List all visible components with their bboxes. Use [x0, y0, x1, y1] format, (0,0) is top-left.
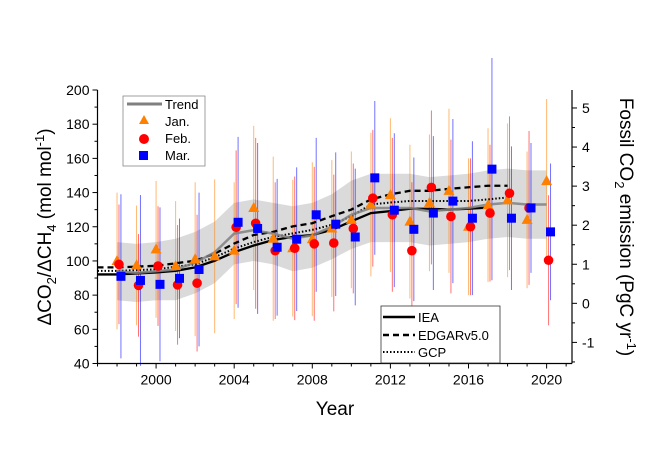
point-jan — [384, 189, 396, 200]
point-jan — [131, 259, 143, 270]
point-jan — [248, 201, 260, 212]
point-mar — [526, 203, 536, 213]
x-tick-label: 2020 — [531, 372, 562, 388]
point-jan — [404, 215, 416, 226]
point-feb — [289, 243, 300, 254]
point-jan — [443, 184, 455, 195]
y2-axis-label: Fossil CO2 emission (PgC yr-1) — [612, 98, 639, 356]
points-layer — [111, 164, 556, 291]
point-feb — [328, 238, 339, 248]
point-mar — [194, 264, 204, 274]
point-feb — [192, 278, 202, 288]
point-jan — [365, 198, 377, 209]
point-jan — [345, 213, 357, 224]
point-feb — [153, 261, 163, 271]
point-jan — [521, 213, 533, 224]
legend-edgar-label: EDGARv5.0 — [418, 328, 489, 343]
legend-mar-label: Mar. — [165, 148, 190, 163]
legend-bottom: IEA EDGARv5.0 GCP — [380, 305, 501, 364]
legend-feb-marker — [139, 134, 149, 144]
point-mar — [448, 196, 458, 206]
y2-tick-label: 5 — [582, 100, 590, 116]
point-jan — [170, 260, 182, 271]
point-feb — [114, 259, 124, 270]
y-tick-label: 200 — [66, 82, 90, 98]
point-mar — [311, 210, 321, 220]
point-feb — [504, 188, 515, 199]
legend-jan-label: Jan. — [165, 114, 190, 129]
point-feb — [407, 245, 417, 256]
x-tick-label: 2008 — [297, 372, 328, 388]
legend-bottom-box — [380, 305, 501, 364]
point-jan — [150, 243, 162, 254]
point-mar — [409, 224, 419, 234]
y-tick-label: 60 — [74, 321, 90, 337]
y-axis-label: ΔCO2/ΔCH4 (mol mol-1) — [32, 128, 59, 325]
y2-tick-label: 1 — [582, 256, 590, 272]
point-jan — [502, 194, 514, 205]
legend-jan-marker — [139, 115, 149, 124]
legend-top: Trend Jan. Feb. Mar. — [122, 95, 206, 167]
point-mar — [116, 271, 126, 281]
point-feb — [446, 211, 456, 222]
point-mar — [350, 232, 360, 242]
legend-feb-label: Feb. — [165, 131, 191, 146]
x-tick-label: 2016 — [453, 372, 484, 388]
y2-tick-label: 2 — [582, 217, 590, 233]
x-tick-label: 2004 — [219, 372, 250, 388]
point-mar — [272, 242, 282, 252]
point-mar — [253, 223, 263, 233]
x-tick-label: 2000 — [141, 372, 172, 388]
legend-mar-marker — [139, 151, 148, 160]
x-tick-label: 2012 — [375, 372, 406, 388]
point-feb — [348, 223, 359, 234]
point-feb — [485, 208, 495, 218]
legend-trend-label: Trend — [165, 97, 198, 112]
y2-tick-label: -1 — [582, 334, 595, 350]
y2-tick-label: 4 — [582, 139, 590, 155]
y-tick-label: 120 — [66, 219, 90, 235]
y-tick-label: 100 — [66, 253, 90, 269]
point-mar — [428, 208, 438, 218]
legend-gcp-label: GCP — [418, 345, 446, 360]
point-mar — [175, 273, 185, 283]
point-feb — [465, 221, 476, 232]
point-mar — [506, 213, 516, 223]
y-tick-label: 160 — [66, 150, 90, 166]
y2-tick-label: 3 — [582, 178, 590, 194]
point-feb — [426, 182, 437, 193]
point-mar — [292, 234, 302, 244]
point-mar — [546, 227, 556, 237]
point-mar — [467, 213, 477, 223]
point-jan — [482, 199, 494, 210]
legend-top-box — [122, 95, 206, 167]
point-jan — [228, 244, 240, 255]
y-tick-label: 80 — [74, 287, 90, 303]
y2-tick-label: 0 — [582, 295, 590, 311]
point-mar — [487, 164, 497, 174]
point-jan — [423, 196, 435, 207]
point-jan — [267, 232, 279, 243]
point-feb — [368, 193, 378, 204]
y-tick-label: 180 — [66, 116, 90, 132]
point-mar — [389, 205, 399, 215]
legend-iea-label: IEA — [418, 310, 439, 325]
x-axis-label: Year — [316, 399, 355, 420]
point-jan — [541, 175, 553, 186]
point-jan — [209, 250, 221, 261]
axes-layer: 40 60 80 100 120 140 160 180 200 -1 0 1 2 3 4 5 2000 2004… — [66, 82, 595, 388]
point-mar — [331, 219, 341, 229]
point-mar — [135, 275, 145, 285]
point-feb — [309, 239, 320, 249]
y-tick-label: 40 — [74, 356, 90, 372]
point-jan — [189, 253, 201, 264]
point-mar — [233, 217, 243, 227]
point-feb — [543, 255, 554, 266]
point-mar — [155, 279, 165, 289]
point-mar — [370, 173, 380, 183]
y-tick-label: 140 — [66, 185, 90, 201]
